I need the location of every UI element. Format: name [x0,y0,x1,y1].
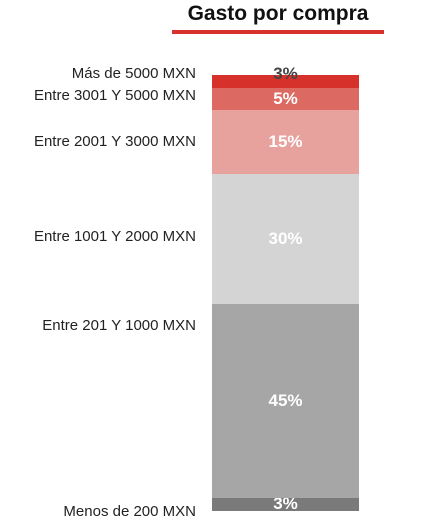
bar-segment-6 [212,75,359,88]
bar-segment-4 [212,109,359,175]
category-label-1: Menos de 200 MXN [63,503,196,520]
bar-segment-2 [212,303,359,499]
bar-segment-3 [212,174,359,304]
segment-value-label-3: 30% [268,229,303,249]
segment-value-label-1: 3% [273,494,298,514]
title-underline [172,30,384,34]
segment-value-label-4: 15% [268,131,303,151]
bar-segment-1 [212,498,359,511]
chart-title: Gasto por compra [187,2,369,25]
category-label-2: Entre 201 Y 1000 MXN [42,316,196,334]
segment-value-label-5: 5% [273,88,298,108]
segment-value-label-6: 3% [273,64,298,83]
bar-segment-5 [212,87,359,110]
category-label-6: Más de 5000 MXN [71,65,196,82]
segment-value-label-2: 45% [268,390,303,410]
category-label-5: Entre 3001 Y 5000 MXN [33,86,196,104]
category-label-4: Entre 2001 Y 3000 MXN [33,132,196,150]
category-label-3: Entre 1001 Y 2000 MXN [33,228,196,246]
